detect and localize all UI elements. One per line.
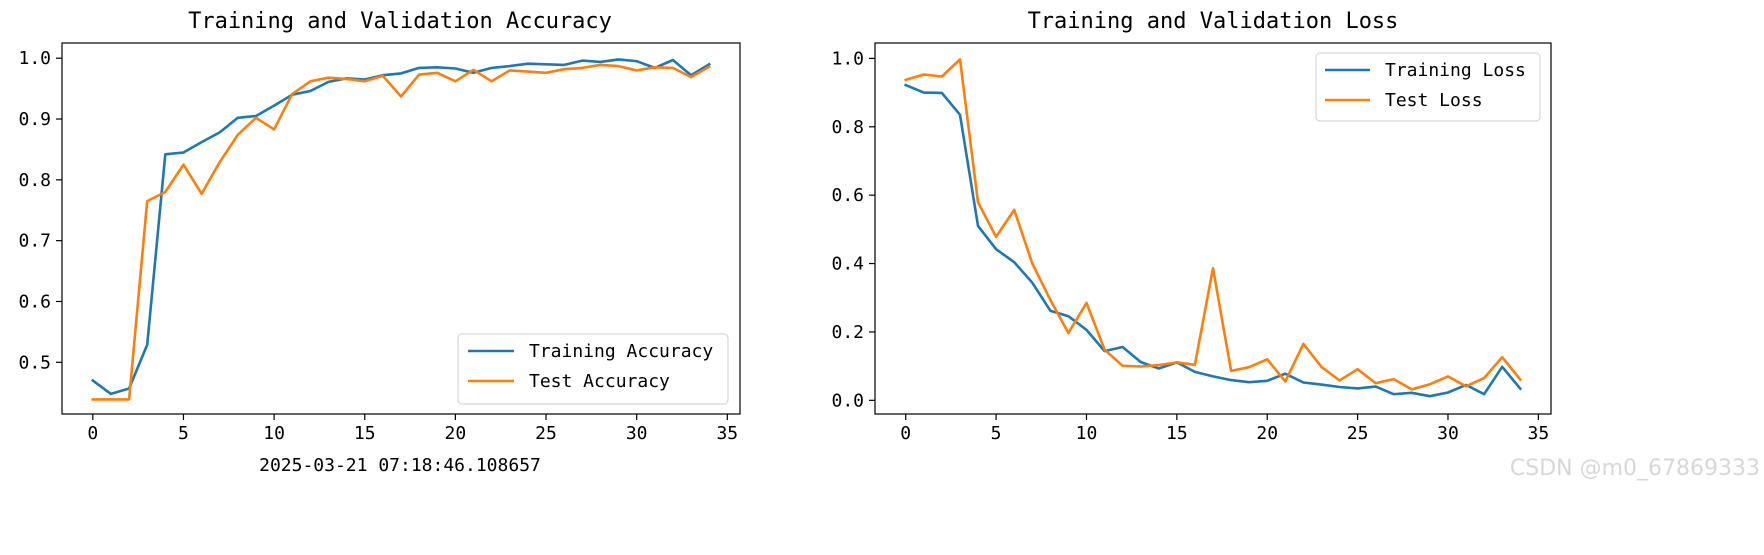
loss-y-tick-label: 0.2 — [831, 322, 864, 343]
accuracy-x-tick-label: 30 — [626, 423, 648, 444]
loss-chart: Training and Validation Loss 0 5 10 15 20 25 3… — [831, 9, 1552, 444]
accuracy-chart: Training and Validation Accuracy 0 5 10 15 2… — [18, 9, 741, 444]
watermark: CSDN @m0_67869333 — [1510, 456, 1760, 481]
loss-y-tick-label: 0.8 — [831, 117, 864, 138]
loss-plot-area: 0 5 10 15 20 25 30 35 0.0 0.2 0.4 0.6 0.8 1.0 — [831, 48, 1549, 444]
loss-y-tick-label: 0.6 — [831, 185, 864, 206]
accuracy-y-tick-label: 0.7 — [18, 231, 51, 252]
accuracy-x-tick-label: 10 — [263, 423, 285, 444]
loss-y-tick-label: 1.0 — [831, 48, 864, 69]
loss-legend-box — [1315, 52, 1541, 122]
loss-x-tick-label: 25 — [1347, 423, 1369, 444]
accuracy-series-line-test-accuracy — [91, 63, 711, 401]
loss-x-tick-label: 0 — [900, 423, 911, 444]
loss-y-tick-label: 0.0 — [831, 390, 864, 411]
legend-label-training-loss: Training Loss — [1385, 60, 1526, 81]
legend-label-training-accuracy: Training Accuracy — [529, 341, 713, 362]
accuracy-legend-box — [457, 333, 729, 405]
loss-x-tick-label: 35 — [1528, 423, 1550, 444]
loss-x-tick-label: 5 — [991, 423, 1002, 444]
accuracy-x-tick-label: 25 — [535, 423, 557, 444]
accuracy-x-tick-label: 20 — [445, 423, 467, 444]
loss-plot-frame — [874, 42, 1552, 415]
accuracy-x-tick-label: 0 — [87, 423, 98, 444]
accuracy-x-tick-label: 15 — [354, 423, 376, 444]
loss-series-line-training-loss — [904, 83, 1523, 398]
accuracy-plot-area: 0 5 10 15 20 25 30 35 0.5 0.6 0.7 0.8 0.9 1.0 — [18, 48, 738, 444]
accuracy-legend: Training Accuracy Test Accuracy — [457, 333, 729, 405]
accuracy-y-tick-label: 1.0 — [18, 48, 51, 69]
accuracy-x-tick-label: 35 — [716, 423, 738, 444]
loss-x-tick-label: 20 — [1256, 423, 1278, 444]
accuracy-y-tick-label: 0.9 — [18, 109, 51, 130]
loss-chart-title: Training and Validation Loss — [1028, 9, 1399, 34]
accuracy-plot-frame — [61, 42, 741, 415]
accuracy-y-tick-label: 0.8 — [18, 170, 51, 191]
timestamp-label: 2025-03-21 07:18:46.108657 — [259, 455, 541, 476]
accuracy-series-line-training-accuracy — [90, 58, 711, 396]
loss-y-tick-label: 0.4 — [831, 254, 864, 275]
loss-x-tick-label: 10 — [1076, 423, 1098, 444]
legend-label-test-accuracy: Test Accuracy — [529, 371, 670, 392]
accuracy-y-tick-label: 0.6 — [18, 291, 51, 312]
loss-x-tick-label: 30 — [1437, 423, 1459, 444]
loss-series-line-test-loss — [904, 58, 1523, 391]
accuracy-y-tick-label: 0.5 — [18, 352, 51, 373]
accuracy-x-tick-label: 5 — [178, 423, 189, 444]
accuracy-chart-title: Training and Validation Accuracy — [188, 9, 612, 34]
legend-label-test-loss: Test Loss — [1385, 90, 1483, 111]
loss-legend: Training Loss Test Loss — [1315, 52, 1541, 122]
loss-x-tick-label: 15 — [1166, 423, 1188, 444]
